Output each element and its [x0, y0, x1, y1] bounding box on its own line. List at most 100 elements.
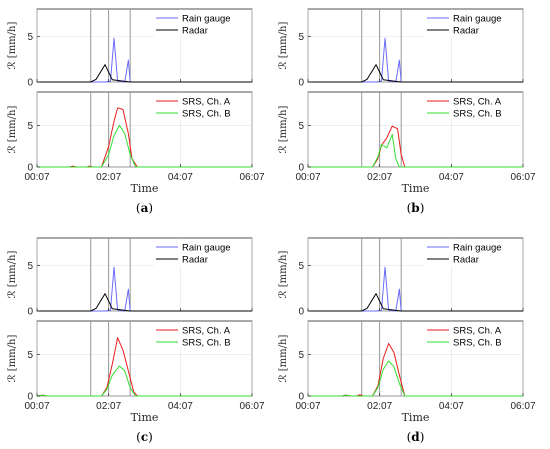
- y-axis-label: ℛ [mm/h]: [278, 335, 289, 383]
- x-axis-label: Time: [131, 182, 159, 195]
- x-tick-label: 02:07: [367, 172, 392, 183]
- panel-label-close: ): [148, 201, 153, 215]
- x-tick-label: 02:07: [367, 401, 392, 412]
- y-tick-label: 0: [27, 392, 33, 403]
- y-axis-label: ℛ [mm/h]: [278, 106, 289, 154]
- legend-entry: SRS, Ch. B: [182, 338, 231, 349]
- series-line-rain-gauge: [308, 266, 523, 312]
- x-tick-label: 04:07: [439, 172, 464, 183]
- legend-box: [154, 11, 250, 37]
- panel-label-open: (: [407, 201, 412, 215]
- x-tick-label: 04:07: [168, 401, 193, 412]
- series-line-radar: [37, 293, 252, 312]
- y-tick-label: 0: [298, 163, 304, 174]
- panel-label-letter: c: [141, 430, 148, 444]
- y-axis-label: ℛ [mm/h]: [278, 22, 289, 70]
- series-line-radar: [37, 64, 252, 83]
- panel-label-letter: d: [411, 430, 420, 444]
- legend-entry: SRS, Ch. B: [182, 109, 231, 120]
- series-line-rain-gauge: [37, 266, 252, 312]
- y-tick-label: 0: [27, 307, 33, 318]
- legend-entry: Rain gauge: [453, 243, 502, 254]
- y-tick-label: 0: [27, 78, 33, 89]
- legend-entry: Rain gauge: [453, 14, 502, 25]
- x-axis-label: Time: [402, 411, 430, 424]
- series-line-rain-gauge: [308, 37, 523, 83]
- panel-label-open: (: [136, 201, 141, 215]
- legend-entry: Radar: [182, 255, 208, 266]
- y-axis-label: ℛ [mm/h]: [7, 335, 18, 383]
- y-axis-label: ℛ [mm/h]: [7, 106, 18, 154]
- y-tick-label: 5: [298, 350, 304, 361]
- series-line-radar: [308, 64, 523, 83]
- y-tick-label: 5: [298, 32, 304, 43]
- legend-entry: SRS, Ch. B: [453, 109, 502, 120]
- legend-box: [425, 323, 521, 349]
- y-tick-label: 0: [27, 163, 33, 174]
- y-tick-label: 5: [27, 121, 33, 132]
- y-tick-label: 5: [27, 261, 33, 272]
- legend-box: [154, 94, 250, 120]
- panel-label: (b): [407, 201, 425, 215]
- series-line-srs-ch-b: [37, 124, 252, 168]
- series-line-srs-ch-b: [36, 365, 252, 397]
- series-line-rain-gauge: [37, 37, 252, 83]
- legend-entry: SRS, Ch. A: [182, 97, 231, 108]
- x-tick-label: 02:07: [96, 172, 121, 183]
- x-tick-label: 00:07: [295, 172, 320, 183]
- x-tick-label: 00:07: [295, 401, 320, 412]
- x-tick-label: 06:07: [239, 172, 264, 183]
- legend-entry: SRS, Ch. A: [453, 97, 502, 108]
- legend-box: [425, 11, 521, 37]
- x-tick-label: 06:07: [510, 401, 535, 412]
- legend-box: [425, 240, 521, 266]
- y-axis-label: ℛ [mm/h]: [7, 251, 18, 299]
- panel-label-close: ): [420, 201, 425, 215]
- y-tick-label: 5: [298, 121, 304, 132]
- series-line-srs-ch-b: [308, 360, 523, 397]
- y-tick-label: 0: [298, 78, 304, 89]
- panel-label-letter: b: [411, 201, 419, 215]
- y-axis-label: ℛ [mm/h]: [278, 251, 289, 299]
- x-tick-label: 04:07: [439, 401, 464, 412]
- series-line-radar: [308, 293, 523, 312]
- legend-box: [154, 323, 250, 349]
- panel-label: (c): [136, 430, 153, 444]
- y-tick-label: 0: [298, 392, 304, 403]
- y-tick-label: 5: [27, 32, 33, 43]
- x-tick-label: 04:07: [168, 172, 193, 183]
- y-axis-label: ℛ [mm/h]: [7, 22, 18, 70]
- y-tick-label: 0: [298, 307, 304, 318]
- x-axis-label: Time: [402, 182, 430, 195]
- panel-label-letter: a: [141, 201, 149, 215]
- x-tick-label: 00:07: [24, 172, 49, 183]
- legend-entry: Rain gauge: [182, 14, 231, 25]
- x-tick-label: 00:07: [24, 401, 49, 412]
- panel-label: (a): [136, 201, 153, 215]
- legend-entry: Radar: [453, 26, 479, 37]
- panel-label: (d): [407, 430, 425, 444]
- panel-label-close: ): [148, 430, 153, 444]
- x-tick-label: 06:07: [510, 172, 535, 183]
- legend-entry: SRS, Ch. B: [453, 338, 502, 349]
- x-tick-label: 06:07: [239, 401, 264, 412]
- panel-label-open: (: [407, 430, 412, 444]
- panel-label-open: (: [136, 430, 141, 444]
